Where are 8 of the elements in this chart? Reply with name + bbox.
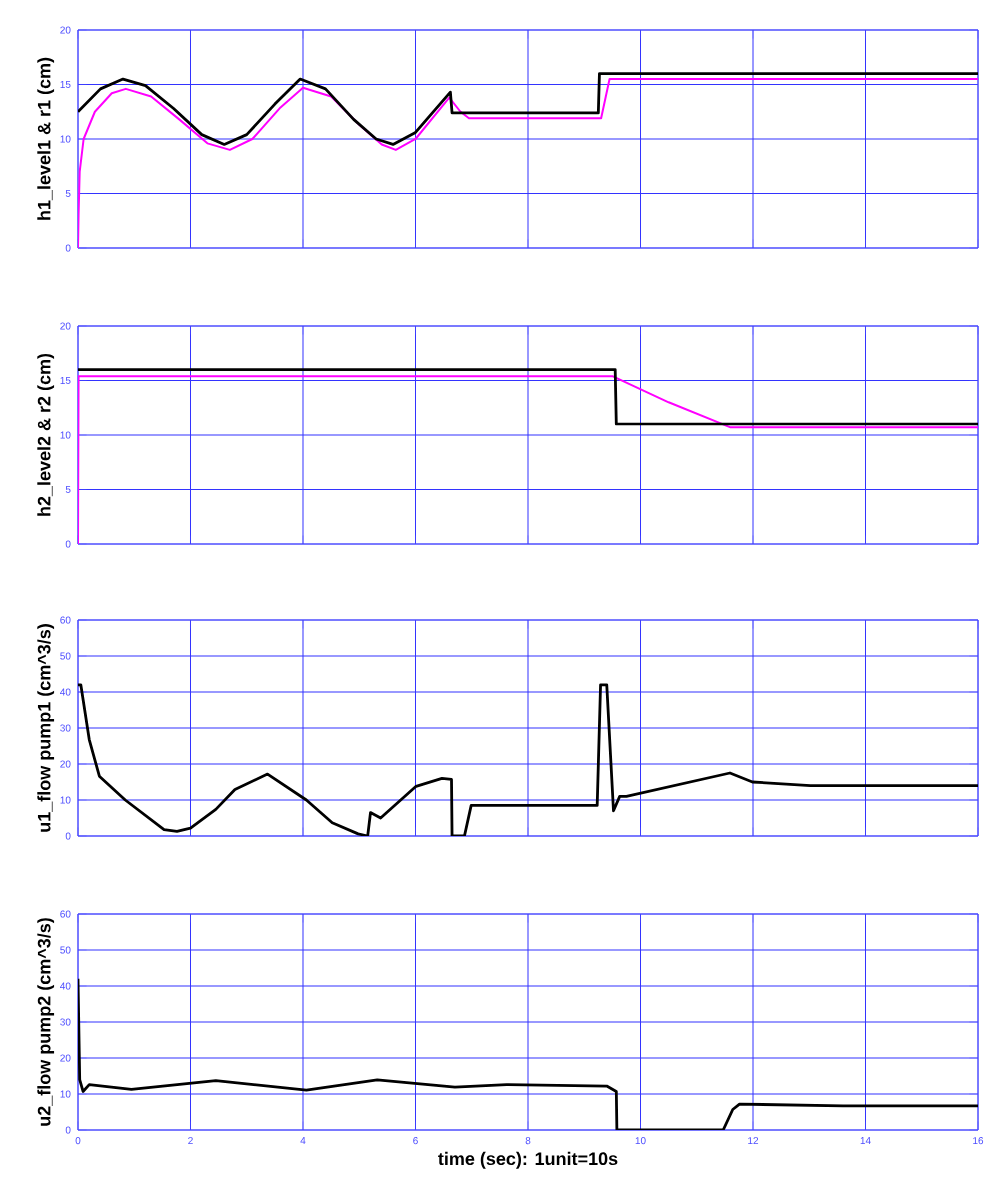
line-series [78, 977, 979, 1130]
x-axis-title: time (sec): 1unit=10s [438, 1151, 618, 1169]
line-series [78, 375, 979, 544]
y-axis-title: u2_flow pump2 (cm^3/s) [37, 918, 55, 1126]
y-axis-title: h2_level2 & r2 (cm) [37, 353, 55, 516]
y-axis-title: h1_level1 & r1 (cm) [37, 57, 55, 220]
y-axis-title: u1_flow pump1 (cm^3/s) [37, 624, 55, 832]
line-series [78, 72, 979, 146]
